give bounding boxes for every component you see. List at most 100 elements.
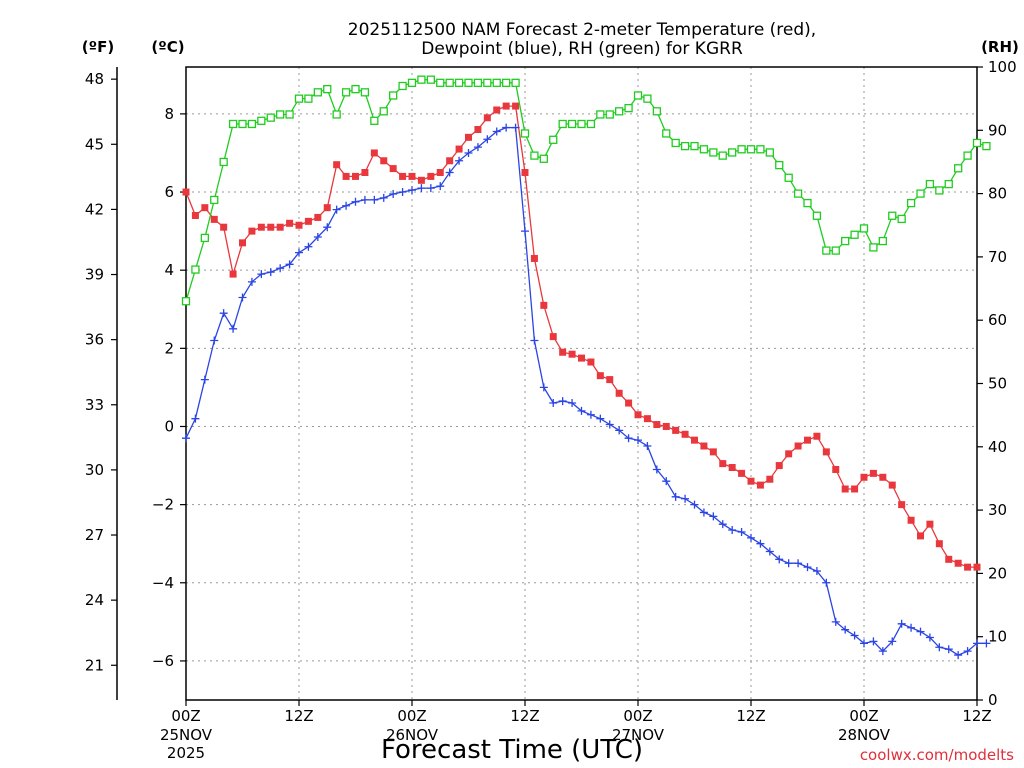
fahrenheit-tick-label: 24 (85, 591, 104, 609)
dewpoint-marker (577, 406, 586, 415)
dewpoint-marker (605, 420, 614, 429)
rh-marker (878, 236, 887, 246)
dewpoint-marker (643, 442, 652, 451)
temp-marker (314, 213, 322, 221)
dewpoint-marker (539, 383, 548, 392)
rh-marker (539, 154, 548, 163)
rh-marker (313, 88, 322, 97)
temp-marker (210, 215, 218, 223)
x-tick-label: 12Z (510, 707, 539, 725)
dewpoint-marker (323, 223, 332, 232)
series-2 (181, 75, 991, 306)
rh-marker (370, 116, 379, 125)
temp-marker (775, 462, 783, 470)
rh-marker (850, 230, 859, 239)
temp-marker (455, 145, 463, 153)
rh-marker (181, 297, 191, 306)
fahrenheit-tick-label: 39 (85, 266, 104, 284)
rh-marker (596, 110, 605, 119)
dewpoint-marker (756, 539, 765, 548)
temp-marker (926, 520, 934, 528)
rh-tick-label: 10 (988, 628, 1007, 646)
dewpoint-marker (831, 617, 840, 626)
temp-marker (935, 540, 943, 548)
dewpoint-marker (973, 639, 981, 648)
temp-marker (521, 169, 529, 176)
temp-marker (738, 469, 746, 477)
temp-marker (945, 555, 953, 563)
dewpoint-marker (662, 477, 671, 486)
dewpoint-marker (313, 232, 322, 241)
rh-marker (483, 78, 492, 87)
temp-marker (220, 223, 228, 231)
credit-text: coolwx.com/modelts (860, 746, 1014, 764)
rh-marker (210, 195, 219, 205)
dewpoint-marker (765, 547, 774, 556)
dewpoint-marker (586, 410, 595, 419)
rh-marker (407, 78, 417, 87)
dewpoint-marker (907, 623, 916, 632)
dewpoint-marker (247, 277, 256, 286)
dewpoint-marker (351, 197, 360, 206)
fahrenheit-tick-label: 48 (85, 70, 104, 88)
rh-tick-label: 100 (988, 58, 1017, 76)
temp-marker (465, 133, 472, 141)
temp-marker (267, 223, 275, 231)
temp-marker (813, 432, 821, 440)
temp-marker (954, 559, 962, 567)
plot-frame (185, 66, 978, 701)
temp-marker (239, 239, 246, 247)
rh-marker (191, 265, 200, 274)
dewpoint-marker (257, 270, 266, 279)
rh-tick-label: 30 (988, 501, 1007, 519)
rh-tick-label: 90 (988, 121, 1007, 139)
dewpoint-marker (370, 195, 379, 204)
dewpoint-marker (276, 264, 285, 273)
rh-marker (963, 151, 972, 160)
rh-marker (982, 141, 991, 151)
temp-marker (295, 221, 303, 229)
dewpoint-marker (502, 123, 511, 132)
dewpoint-marker (812, 567, 821, 576)
celsius-tick-label: 8 (164, 105, 174, 123)
celsius-unit-label: (ºC) (151, 38, 184, 56)
temp-marker (672, 426, 680, 434)
dewpoint-marker (718, 520, 727, 529)
dewpoint-marker (869, 637, 878, 646)
temp-marker (474, 126, 482, 134)
chart-subtitle: Dewpoint (blue), RH (green) for KGRR (421, 39, 743, 59)
rh-marker (473, 78, 483, 87)
temp-marker (568, 350, 576, 358)
rh-marker (436, 78, 445, 87)
temp-marker (286, 219, 294, 227)
rh-marker (793, 189, 803, 198)
rh-marker (379, 107, 388, 116)
dewpoint-marker (860, 639, 868, 648)
series-0 (182, 102, 981, 571)
dewpoint-marker (191, 414, 200, 423)
dewpoint-marker (219, 309, 228, 318)
dewpoint-marker (850, 631, 859, 640)
rh-marker (257, 116, 266, 125)
temp-marker (389, 165, 397, 173)
temp-marker (446, 157, 454, 165)
temp-marker (530, 254, 538, 262)
x-date-label: 27NOV (612, 726, 665, 744)
rh-marker (615, 107, 624, 116)
temp-marker (229, 270, 237, 278)
dewpoint-marker (709, 512, 718, 521)
rh-marker (784, 173, 793, 182)
temp-marker (719, 460, 727, 468)
celsius-tick-label: 0 (164, 417, 174, 435)
x-tick-label: 00Z (849, 707, 878, 725)
temp-marker (606, 376, 614, 384)
rh-marker (765, 148, 774, 157)
dewpoint-marker (295, 248, 303, 257)
temp-marker (822, 448, 830, 456)
temp-marker (370, 149, 378, 157)
dewpoint-marker (954, 651, 963, 660)
celsius-tick-label: −4 (152, 574, 174, 592)
dewpoint-marker (408, 186, 416, 195)
dewpoint-marker (794, 559, 803, 568)
dewpoint-marker (652, 465, 661, 474)
